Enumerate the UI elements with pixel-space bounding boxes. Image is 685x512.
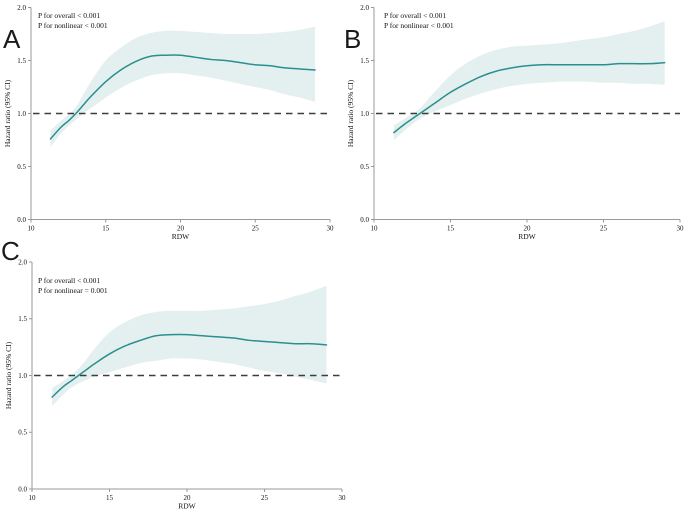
confidence-band: [393, 21, 665, 141]
p-overall-text: P for overall < 0.001: [384, 11, 447, 20]
p-nonlinear-text: P for nonlinear = 0.001: [38, 286, 108, 295]
x-tick-label: 30: [339, 494, 347, 502]
x-tick-label: 25: [261, 494, 269, 502]
panel-c-chart: 10 15 20 25 30 0.0 0.5 1.0 1.5 2.0 RDW Hazard ratio…: [4, 258, 347, 511]
y-tick-label: 2.0: [360, 4, 369, 12]
panel-c-letter: C: [1, 236, 20, 266]
x-tick-label: 15: [106, 494, 114, 502]
y-tick-label: 2.0: [18, 258, 27, 266]
y-tick-label: 1.0: [360, 110, 369, 118]
y-tick-label: 0.0: [17, 216, 26, 224]
p-overall-text: P for overall < 0.001: [38, 276, 101, 285]
panel-a: P for overall < 0.001 P for nonlinear < …: [0, 0, 342, 250]
panel-c: P for overall < 0.001 P for nonlinear = …: [0, 252, 352, 512]
x-tick-label: 15: [102, 225, 110, 233]
panel-a-letter: A: [3, 24, 21, 54]
y-tick-label: 0.5: [18, 429, 27, 437]
confidence-band: [52, 285, 327, 407]
y-tick-label: 0.0: [360, 216, 369, 224]
y-tick-label: 1.5: [17, 57, 26, 65]
y-tick-label: 0.0: [18, 485, 27, 493]
x-tick-label: 10: [371, 225, 379, 233]
hazard-ratio-curve: [393, 61, 666, 134]
x-tick-label: 30: [327, 225, 335, 233]
panel-b-chart: 10 15 20 25 30 0.0 0.5 1.0 1.5 2.0 RDW Hazard ratio…: [346, 4, 685, 241]
x-axis-title: RDW: [178, 502, 196, 511]
x-tick-label: 25: [600, 225, 608, 233]
x-tick-label: 20: [184, 494, 192, 502]
x-tick-label: 20: [524, 225, 532, 233]
panel-c-annotation: P for overall < 0.001 P for nonlinear = …: [38, 276, 108, 296]
p-nonlinear-text: P for nonlinear < 0.001: [384, 21, 454, 30]
x-tick-label: 10: [28, 225, 36, 233]
y-axis-title: Hazard ratio (95% CI): [3, 79, 12, 147]
panel-b-annotation: P for overall < 0.001 P for nonlinear < …: [384, 11, 454, 31]
panel-b-letter: B: [344, 24, 362, 54]
x-tick-label: 30: [677, 225, 685, 233]
y-tick-label: 0.5: [360, 163, 369, 171]
x-tick-label: 15: [447, 225, 455, 233]
y-tick-label: 1.5: [18, 315, 27, 323]
x-tick-label: 20: [177, 225, 185, 233]
p-overall-text: P for overall < 0.001: [38, 11, 101, 20]
panel-a-chart: 10 15 20 25 30 0.0 0.5 1.0 1.5 2.0 RDW Hazard ratio…: [3, 4, 335, 241]
x-axis-title: RDW: [172, 232, 190, 241]
x-tick-label: 10: [29, 494, 37, 502]
y-tick-label: 0.5: [17, 163, 26, 171]
y-tick-label: 2.0: [17, 4, 26, 12]
y-tick-label: 1.0: [17, 110, 26, 118]
y-tick-label: 1.0: [18, 372, 27, 380]
hazard-ratio-curve: [49, 54, 316, 140]
panel-a-annotation: P for overall < 0.001 P for nonlinear < …: [38, 11, 108, 31]
confidence-band: [50, 26, 316, 148]
y-axis-title: Hazard ratio (95% CI): [346, 79, 355, 147]
x-tick-label: 25: [252, 225, 260, 233]
hazard-ratio-curve: [51, 333, 328, 398]
panel-b: P for overall < 0.001 P for nonlinear < …: [342, 0, 685, 250]
p-nonlinear-text: P for nonlinear < 0.001: [38, 21, 108, 30]
y-tick-label: 1.5: [360, 57, 369, 65]
x-axis-title: RDW: [518, 232, 536, 241]
y-axis-title: Hazard ratio (95% CI): [4, 341, 13, 409]
